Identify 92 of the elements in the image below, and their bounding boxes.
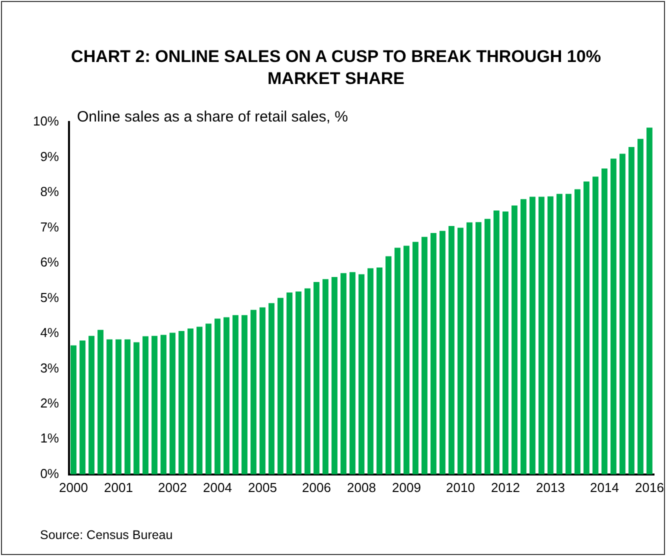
bar [548,196,554,474]
bar [394,248,400,474]
x-tick-label: 2000 [59,480,88,495]
bar [242,315,248,474]
bar [520,199,526,474]
bar [358,274,364,474]
bar [494,210,500,474]
bar [458,228,464,474]
bar [98,330,104,474]
bar [116,339,122,474]
bar [583,182,590,474]
bar [350,272,356,474]
y-tick-label: 4% [40,325,60,340]
bar [637,138,644,474]
bar [592,176,598,474]
bar [538,196,544,474]
bar [134,342,140,474]
y-tick-label: 2% [40,396,60,410]
bar [412,242,418,474]
y-tick-label: 0% [40,466,60,481]
bar [484,218,490,474]
bar [610,158,616,474]
bar [566,194,572,474]
bar [628,147,634,474]
x-tick-label: 2009 [392,480,421,495]
bar [224,317,230,474]
y-tick-label: 3% [40,360,60,376]
bar [106,339,112,474]
bar [448,226,454,474]
bar [646,128,652,474]
bar [88,336,94,474]
bar [304,288,310,474]
x-tick-label: 2004 [203,480,232,495]
y-tick-label: 8% [40,184,60,200]
bar [80,340,86,474]
y-tick-label: 10% [32,114,60,129]
source-note: Source: Census Bureau [40,528,173,542]
bar [368,268,374,474]
bar [206,324,212,474]
bar [124,339,130,474]
bar [376,268,382,474]
x-tick-label: 2016 [635,480,664,495]
bar [188,328,194,474]
chart-title: CHART 2: ONLINE SALES ON A CUSP TO BREAK THROUGH 10% MARKET SHARE [70,46,602,90]
y-tick-label: 7% [40,219,60,234]
y-tick-label: 6% [40,254,60,270]
bar [268,303,274,474]
x-tick-label: 2006 [302,480,331,495]
bar [314,282,320,474]
x-tick-label: 2005 [248,480,277,495]
bar [170,332,176,474]
bar [278,298,284,474]
y-tick-label: 9% [40,148,60,164]
bar [160,334,166,474]
bar [178,330,184,474]
x-tick-label: 2014 [590,480,619,495]
bar [440,230,446,474]
bar [214,318,220,474]
bar [502,212,508,474]
bar [422,236,428,474]
bar [530,196,536,474]
x-tick-label: 2013 [536,480,565,495]
bar [286,292,292,474]
bar [574,189,580,474]
bar [601,168,608,474]
y-tick-label: 1% [40,430,60,446]
bar [196,326,202,474]
bar [619,154,626,474]
bar [260,307,266,474]
x-tick-label: 2001 [104,480,133,495]
bar [152,336,158,474]
x-tick-label: 2012 [491,480,520,495]
bar [430,233,436,474]
bar [404,246,410,474]
bar [142,336,148,474]
y-axis-title: Online sales as a share of retail sales, % [77,108,348,126]
bar [476,222,482,474]
y-tick-label: 5% [40,290,60,305]
bar [232,315,238,474]
x-tick-label: 2010 [446,480,475,495]
x-tick-label: 2002 [158,480,187,495]
bar [340,273,346,474]
bar [250,310,256,474]
x-tick-label: 2008 [347,480,376,495]
bar [296,292,302,474]
bar [466,222,472,474]
bar [556,194,562,474]
bar [332,277,338,474]
bar [70,345,76,474]
bar [512,206,518,474]
bar [322,279,328,474]
bar [386,256,392,474]
